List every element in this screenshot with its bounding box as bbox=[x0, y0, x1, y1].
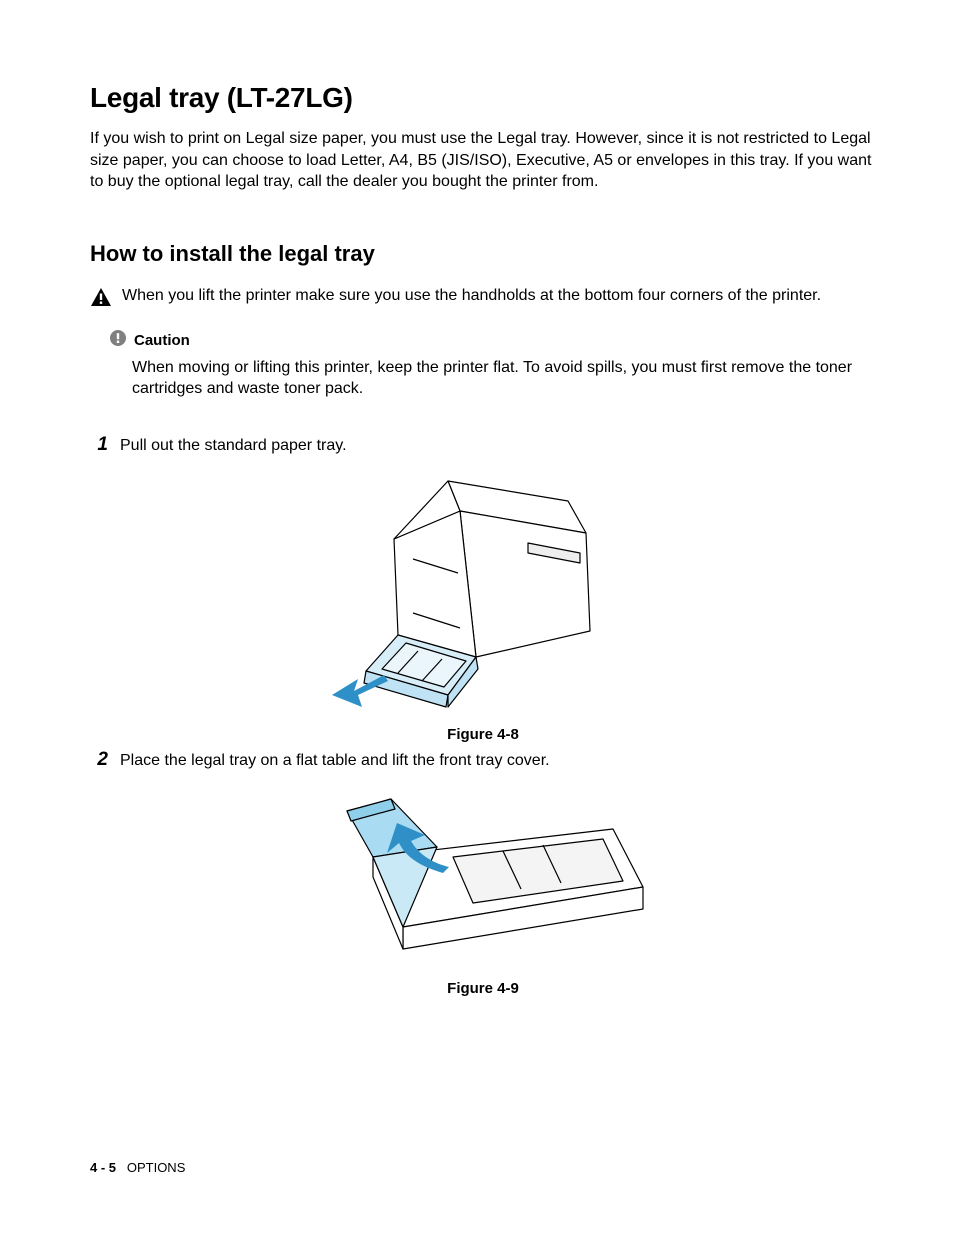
printer-illustration-icon bbox=[328, 463, 638, 713]
warning-text: When you lift the printer make sure you … bbox=[122, 285, 821, 307]
footer-page-number: 4 - 5 bbox=[90, 1160, 116, 1175]
caution-header: Caution bbox=[110, 330, 876, 351]
step-number: 1 bbox=[90, 434, 108, 456]
caution-circle-icon bbox=[110, 330, 126, 351]
step-1: 1 Pull out the standard paper tray. bbox=[90, 434, 876, 457]
step-text: Pull out the standard paper tray. bbox=[120, 435, 347, 457]
figure-2: Figure 4-9 bbox=[90, 777, 876, 997]
section-subtitle: How to install the legal tray bbox=[90, 241, 876, 267]
step-2: 2 Place the legal tray on a flat table a… bbox=[90, 749, 876, 772]
figure-caption: Figure 4-8 bbox=[90, 726, 876, 743]
page: Legal tray (LT-27LG) If you wish to prin… bbox=[0, 0, 954, 1235]
page-footer: 4 - 5 OPTIONS bbox=[90, 1160, 185, 1175]
step-text: Place the legal tray on a flat table and… bbox=[120, 750, 550, 772]
caution-text: When moving or lifting this printer, kee… bbox=[132, 357, 870, 400]
page-title: Legal tray (LT-27LG) bbox=[90, 82, 876, 114]
footer-section: OPTIONS bbox=[127, 1160, 186, 1175]
warning-block: When you lift the printer make sure you … bbox=[90, 285, 876, 312]
figure-1: Figure 4-8 bbox=[90, 463, 876, 743]
warning-triangle-icon bbox=[90, 287, 112, 312]
pull-arrow-icon bbox=[332, 675, 388, 707]
figure-caption: Figure 4-9 bbox=[90, 980, 876, 997]
step-number: 2 bbox=[90, 749, 108, 771]
caution-label: Caution bbox=[134, 332, 190, 349]
legal-tray-illustration-icon bbox=[303, 777, 663, 967]
intro-paragraph: If you wish to print on Legal size paper… bbox=[90, 128, 876, 193]
